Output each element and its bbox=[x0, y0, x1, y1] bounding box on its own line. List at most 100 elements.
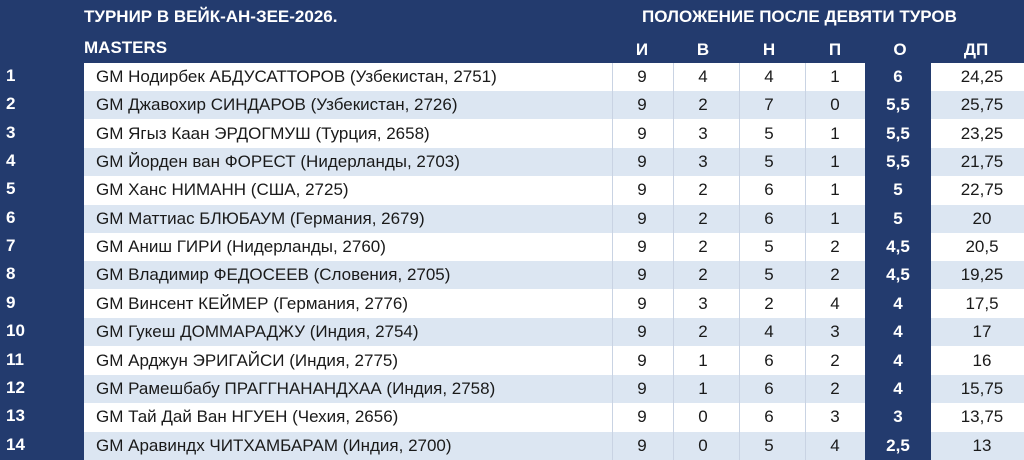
wins-cell: 0 bbox=[698, 407, 708, 427]
games-cell: 9 bbox=[637, 152, 647, 172]
column-header-draws: Н bbox=[762, 40, 776, 59]
player-name: GM Гукеш ДОММАРАДЖУ (Индия, 2754) bbox=[96, 322, 419, 342]
player-name: GM Владимир ФЕДОСЕЕВ (Словения, 2705) bbox=[96, 265, 451, 285]
losses-cell: 4 bbox=[830, 293, 840, 313]
rank-number: 11 bbox=[6, 349, 24, 369]
draws-cell: 4 bbox=[764, 67, 774, 86]
points-cell: 5,5 bbox=[886, 123, 910, 143]
wins-cell: 3 bbox=[698, 152, 708, 172]
player-name: GM Рамешбабу ПРАГГНАНАНДХАА (Индия, 2758… bbox=[96, 378, 496, 398]
rank-number: 5 bbox=[6, 179, 16, 199]
points-cell: 4 bbox=[893, 322, 903, 342]
draws-cell: 2 bbox=[764, 293, 774, 313]
draws-cell: 5 bbox=[764, 237, 774, 257]
points-cell: 5 bbox=[893, 180, 903, 200]
games-cell: 9 bbox=[637, 265, 647, 285]
points-cell: 6 bbox=[893, 67, 903, 86]
rank-number: 6 bbox=[6, 207, 16, 227]
tiebreak-cell: 22,75 bbox=[960, 180, 1004, 200]
player-name: GM Арджун ЭРИГАЙСИ (Индия, 2775) bbox=[96, 350, 399, 370]
losses-cell: 1 bbox=[830, 67, 840, 86]
games-cell: 9 bbox=[637, 322, 647, 342]
games-cell: 9 bbox=[637, 208, 647, 228]
tiebreak-cell: 20,5 bbox=[965, 237, 999, 257]
rank-number: 3 bbox=[6, 122, 16, 142]
rank-number: 10 bbox=[6, 321, 25, 341]
tiebreak-cell: 17,5 bbox=[965, 293, 999, 313]
player-name: GM Ханс НИМАНН (США, 2725) bbox=[96, 180, 349, 200]
tiebreak-cell: 19,25 bbox=[960, 265, 1004, 285]
points-cell: 4,5 bbox=[886, 237, 910, 257]
wins-cell: 0 bbox=[698, 435, 708, 455]
draws-cell: 7 bbox=[764, 95, 774, 115]
wins-cell: 2 bbox=[698, 322, 708, 342]
player-name: GM Тай Дай Ван НГУЕН (Чехия, 2656) bbox=[96, 407, 399, 427]
player-name: GM Нодирбек АБДУСАТТОРОВ (Узбекистан, 27… bbox=[96, 67, 497, 86]
player-name: GM Йорден ван ФОРЕСТ (Нидерланды, 2703) bbox=[96, 152, 460, 172]
column-divider bbox=[612, 63, 613, 460]
draws-cell: 5 bbox=[764, 265, 774, 285]
player-name: GM Аравиндх ЧИТХАМБАРАМ (Индия, 2700) bbox=[96, 435, 452, 455]
losses-cell: 2 bbox=[830, 350, 840, 370]
standings-subtitle: ПОЛОЖЕНИЕ ПОСЛЕ ДЕВЯТИ ТУРОВ bbox=[642, 7, 957, 26]
tiebreak-cell: 21,75 bbox=[960, 152, 1004, 172]
rank-number: 9 bbox=[6, 292, 16, 312]
draws-cell: 4 bbox=[764, 322, 774, 342]
wins-cell: 2 bbox=[698, 237, 708, 257]
points-cell: 4 bbox=[893, 378, 903, 398]
losses-cell: 0 bbox=[830, 95, 840, 115]
wins-cell: 2 bbox=[698, 95, 708, 115]
points-cell: 4,5 bbox=[886, 265, 910, 285]
rank-number: 1 bbox=[6, 66, 16, 85]
player-name: GM Ягыз Каан ЭРДОГМУШ (Турция, 2658) bbox=[96, 123, 430, 143]
points-cell: 5 bbox=[893, 208, 903, 228]
losses-cell: 3 bbox=[830, 407, 840, 427]
draws-cell: 5 bbox=[764, 123, 774, 143]
draws-cell: 6 bbox=[764, 180, 774, 200]
player-name: GM Аниш ГИРИ (Нидерланды, 2760) bbox=[96, 237, 386, 257]
tournament-section: MASTERS bbox=[84, 38, 168, 57]
player-name: GM Маттиас БЛЮБАУМ (Германия, 2679) bbox=[96, 208, 425, 228]
column-header-losses: П bbox=[828, 40, 842, 59]
rank-number: 8 bbox=[6, 264, 16, 284]
wins-cell: 3 bbox=[698, 293, 708, 313]
column-header-tiebreak: ДП bbox=[963, 40, 989, 59]
rank-number: 2 bbox=[6, 94, 16, 114]
wins-cell: 2 bbox=[698, 180, 708, 200]
rank-column bbox=[0, 63, 84, 460]
draws-cell: 6 bbox=[764, 208, 774, 228]
column-divider bbox=[739, 63, 740, 460]
losses-cell: 1 bbox=[830, 123, 840, 143]
points-cell: 4 bbox=[893, 350, 903, 370]
column-header-wins: В bbox=[696, 40, 710, 59]
column-header-points: О bbox=[893, 40, 907, 59]
games-cell: 9 bbox=[637, 435, 647, 455]
games-cell: 9 bbox=[637, 67, 647, 86]
player-name: GM Винсент КЕЙМЕР (Германия, 2776) bbox=[96, 293, 409, 313]
tiebreak-cell: 16 bbox=[972, 350, 992, 370]
draws-cell: 6 bbox=[764, 350, 774, 370]
losses-cell: 2 bbox=[830, 265, 840, 285]
wins-cell: 3 bbox=[698, 123, 708, 143]
rank-number: 7 bbox=[6, 236, 16, 256]
rank-number: 12 bbox=[6, 377, 25, 397]
losses-cell: 1 bbox=[830, 152, 840, 172]
games-cell: 9 bbox=[637, 350, 647, 370]
table-header: ТУРНИР В ВЕЙК-АН-ЗЕЕ-2026. MASTERS ПОЛОЖ… bbox=[0, 0, 1024, 63]
draws-cell: 5 bbox=[764, 435, 774, 455]
rank-number: 14 bbox=[6, 434, 25, 454]
tiebreak-cell: 20 bbox=[972, 208, 992, 228]
wins-cell: 1 bbox=[698, 350, 708, 370]
wins-cell: 1 bbox=[698, 378, 708, 398]
tiebreak-cell: 24,25 bbox=[960, 67, 1004, 86]
games-cell: 9 bbox=[637, 293, 647, 313]
games-cell: 9 bbox=[637, 237, 647, 257]
points-cell: 5,5 bbox=[886, 152, 910, 172]
losses-cell: 4 bbox=[830, 435, 840, 455]
points-cell: 2,5 bbox=[886, 435, 910, 455]
draws-cell: 6 bbox=[764, 378, 774, 398]
column-divider bbox=[673, 63, 674, 460]
losses-cell: 2 bbox=[830, 237, 840, 257]
player-name: GM Джавохир СИНДАРОВ (Узбекистан, 2726) bbox=[96, 95, 458, 115]
